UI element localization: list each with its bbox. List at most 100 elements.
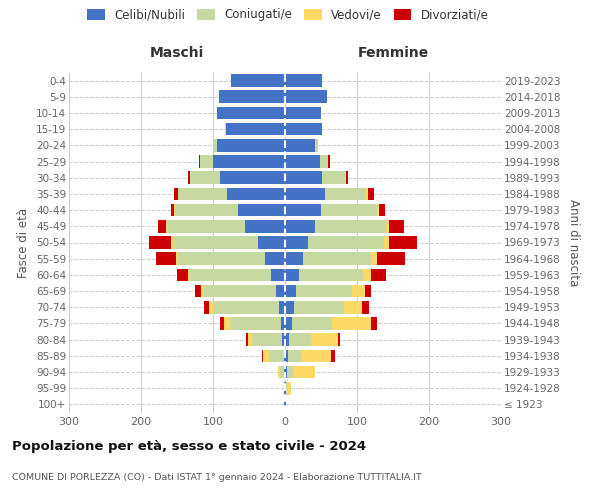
Bar [166,220,167,232]
Bar [288,350,301,362]
Bar [225,123,226,136]
Bar [226,123,285,136]
Bar [178,252,265,265]
Bar [293,301,344,314]
Bar [363,268,371,281]
Bar [285,366,287,378]
Bar [170,236,173,249]
Bar [285,172,322,184]
Bar [205,285,277,298]
Bar [299,268,363,281]
Bar [286,382,287,394]
Bar [246,334,248,346]
Bar [248,334,252,346]
Bar [176,252,178,265]
Bar [287,366,293,378]
Bar [224,317,230,330]
Bar [346,172,349,184]
Bar [285,285,296,298]
Bar [301,350,331,362]
Bar [174,188,178,200]
Bar [285,155,320,168]
Bar [269,350,284,362]
Bar [220,317,224,330]
Bar [285,301,293,314]
Bar [292,317,332,330]
Bar [287,382,291,394]
Bar [217,139,285,151]
Bar [325,188,367,200]
Bar [173,236,257,249]
Bar [170,204,174,216]
Bar [281,317,285,330]
Bar [174,204,175,216]
Bar [365,285,371,298]
Text: COMUNE DI PORLEZZA (CO) - Dati ISTAT 1° gennaio 2024 - Elaborazione TUTTITALIA.I: COMUNE DI PORLEZZA (CO) - Dati ISTAT 1° … [12,473,422,482]
Bar [315,220,386,232]
Bar [217,106,285,120]
Bar [158,220,166,232]
Legend: Celibi/Nubili, Coniugati/e, Vedovi/e, Divorziati/e: Celibi/Nubili, Coniugati/e, Vedovi/e, Di… [87,8,489,22]
Bar [320,155,328,168]
Y-axis label: Anni di nascita: Anni di nascita [567,199,580,286]
Bar [175,204,238,216]
Bar [386,220,389,232]
Bar [278,366,280,378]
Bar [285,350,288,362]
Bar [284,366,285,378]
Bar [209,301,213,314]
Bar [231,74,285,87]
Bar [271,268,285,281]
Bar [328,155,329,168]
Bar [156,252,176,265]
Bar [371,252,377,265]
Bar [389,236,417,249]
Bar [332,317,371,330]
Bar [285,398,286,410]
Text: Femmine: Femmine [358,46,428,60]
Bar [214,139,217,151]
Bar [280,366,284,378]
Bar [285,90,327,103]
Bar [285,382,286,394]
Bar [383,236,389,249]
Bar [220,172,285,184]
Bar [199,155,200,168]
Bar [284,398,285,410]
Bar [344,301,362,314]
Bar [308,236,383,249]
Bar [262,350,263,362]
Bar [285,204,321,216]
Bar [188,268,190,281]
Bar [322,172,346,184]
Bar [315,139,318,151]
Bar [277,285,285,298]
Bar [285,220,315,232]
Bar [293,366,314,378]
Bar [338,334,340,346]
Bar [195,285,201,298]
Bar [213,301,279,314]
Bar [371,268,386,281]
Bar [377,204,379,216]
Bar [368,188,374,200]
Bar [200,155,213,168]
Bar [285,252,303,265]
Bar [213,155,285,168]
Bar [263,350,269,362]
Bar [219,90,285,103]
Bar [371,317,377,330]
Y-axis label: Fasce di età: Fasce di età [17,208,31,278]
Bar [230,317,281,330]
Bar [379,204,385,216]
Bar [296,285,352,298]
Bar [303,252,371,265]
Bar [285,106,321,120]
Bar [362,301,369,314]
Bar [285,139,315,151]
Bar [238,204,285,216]
Bar [285,74,322,87]
Bar [285,123,322,136]
Text: Maschi: Maschi [150,46,204,60]
Bar [352,285,365,298]
